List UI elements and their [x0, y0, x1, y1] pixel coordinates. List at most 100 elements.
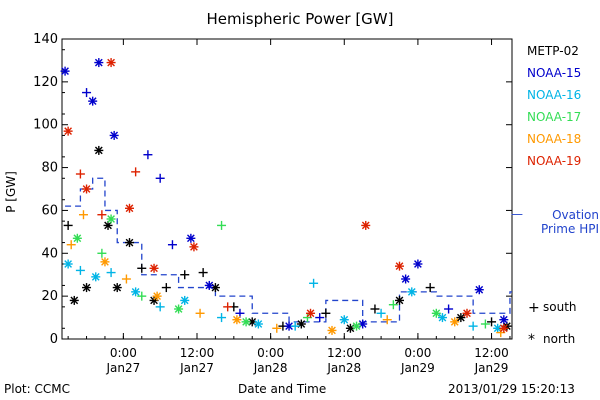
y-tick-label: 100: [33, 118, 58, 133]
data-point: [370, 304, 380, 314]
data-point: [431, 308, 441, 318]
data-point: [167, 240, 177, 250]
data-point: [327, 325, 337, 335]
x-tick-time: 0:00: [110, 346, 137, 360]
x-tick-time: 0:00: [404, 346, 431, 360]
data-point: [82, 184, 92, 194]
data-point: [272, 323, 282, 333]
data-point: [217, 220, 227, 230]
data-point: [499, 315, 509, 325]
y-tick-label: 60: [41, 203, 58, 218]
data-point: [217, 313, 227, 323]
data-point: [78, 210, 88, 220]
footer-timestamp: 2013/01/29 15:20:13: [448, 382, 575, 396]
legend-north-label: north: [543, 332, 576, 346]
data-point: [112, 283, 122, 293]
data-point: [97, 248, 107, 258]
data-point: [106, 268, 116, 278]
data-point: [152, 291, 162, 301]
data-point: [195, 308, 205, 318]
data-point: [253, 319, 263, 329]
data-point: [94, 58, 104, 68]
data-point: [149, 263, 159, 273]
data-point: [315, 313, 325, 323]
data-point: [109, 130, 119, 140]
y-tick-label: 120: [33, 75, 58, 90]
data-point: [232, 315, 242, 325]
data-point: [91, 272, 101, 282]
legend-noaa15: NOAA-15: [527, 66, 582, 80]
data-point: [407, 287, 417, 297]
y-tick-label: 0: [50, 332, 58, 347]
data-point: [63, 220, 73, 230]
data-point: [97, 210, 107, 220]
data-point: [155, 173, 165, 183]
x-tick-date: Jan28: [253, 361, 288, 375]
data-point: [290, 321, 300, 331]
data-point: [241, 317, 251, 327]
data-point: [143, 150, 153, 160]
data-point: [309, 278, 319, 288]
data-point: [69, 295, 79, 305]
data-point: [450, 317, 460, 327]
data-point: [352, 321, 362, 331]
data-point: [361, 220, 371, 230]
data-point: [131, 287, 141, 297]
data-point: [487, 317, 497, 327]
data-point: [82, 88, 92, 98]
data-point: [296, 319, 306, 329]
legend-south-label: south: [543, 300, 577, 314]
y-tick-label: 80: [41, 161, 58, 176]
data-point: [106, 58, 116, 68]
data-point: [88, 96, 98, 106]
chart-title: Hemispheric Power [GW]: [206, 10, 394, 28]
x-axis-label: Date and Time: [238, 382, 327, 396]
x-tick-time: 12:00: [180, 346, 215, 360]
data-point: [437, 313, 447, 323]
data-point: [137, 263, 147, 273]
y-tick-label: 140: [33, 32, 58, 47]
data-point: [306, 308, 316, 318]
data-point: [444, 304, 454, 314]
data-point: [75, 169, 85, 179]
data-point: [499, 323, 509, 333]
legend-noaa16: NOAA-16: [527, 88, 582, 102]
plot-frame: [61, 38, 513, 340]
data-point: [388, 300, 398, 310]
data-point: [382, 315, 392, 325]
data-point: [401, 274, 411, 284]
data-point: [125, 203, 134, 213]
data-point: [100, 257, 110, 267]
legend-north-symbol: *: [528, 332, 535, 348]
data-point: [198, 268, 208, 278]
y-tick-label: 40: [41, 246, 58, 261]
ovation-hpi-line: [65, 177, 512, 323]
data-point: [137, 291, 147, 301]
x-tick-time: 12:00: [327, 346, 362, 360]
legend-noaa17: NOAA-17: [527, 110, 582, 124]
data-point: [161, 283, 171, 293]
data-point: [63, 259, 73, 269]
legend-metp02: METP-02: [527, 44, 579, 58]
x-tick-date: Jan27: [179, 361, 214, 375]
data-point: [180, 270, 190, 280]
data-point: [180, 295, 190, 305]
data-point: [480, 319, 490, 329]
data-point: [186, 233, 196, 243]
x-tick-time: 0:00: [257, 346, 284, 360]
data-point: [456, 313, 466, 323]
data-point: [82, 283, 92, 293]
legend-ovation-dash: —: [511, 207, 523, 221]
x-tick-date: Jan28: [326, 361, 361, 375]
data-point: [121, 274, 131, 284]
y-tick-label: 20: [41, 289, 58, 304]
data-point: [376, 308, 386, 318]
x-tick-date: Jan29: [400, 361, 435, 375]
data-point: [462, 308, 472, 318]
x-tick-date: Jan27: [105, 361, 140, 375]
legend-ovation-label: Ovation Prime HPI: [541, 208, 599, 236]
data-point: [131, 167, 141, 177]
data-point: [94, 145, 104, 155]
x-tick-date: Jan29: [474, 361, 509, 375]
data-point: [413, 259, 423, 269]
